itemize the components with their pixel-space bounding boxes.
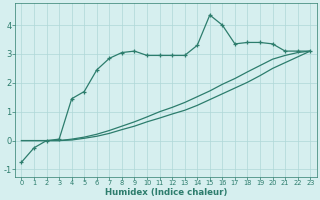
X-axis label: Humidex (Indice chaleur): Humidex (Indice chaleur) bbox=[105, 188, 227, 197]
